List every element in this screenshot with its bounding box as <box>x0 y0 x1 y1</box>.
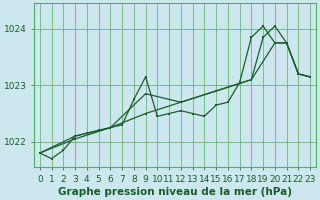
X-axis label: Graphe pression niveau de la mer (hPa): Graphe pression niveau de la mer (hPa) <box>58 187 292 197</box>
